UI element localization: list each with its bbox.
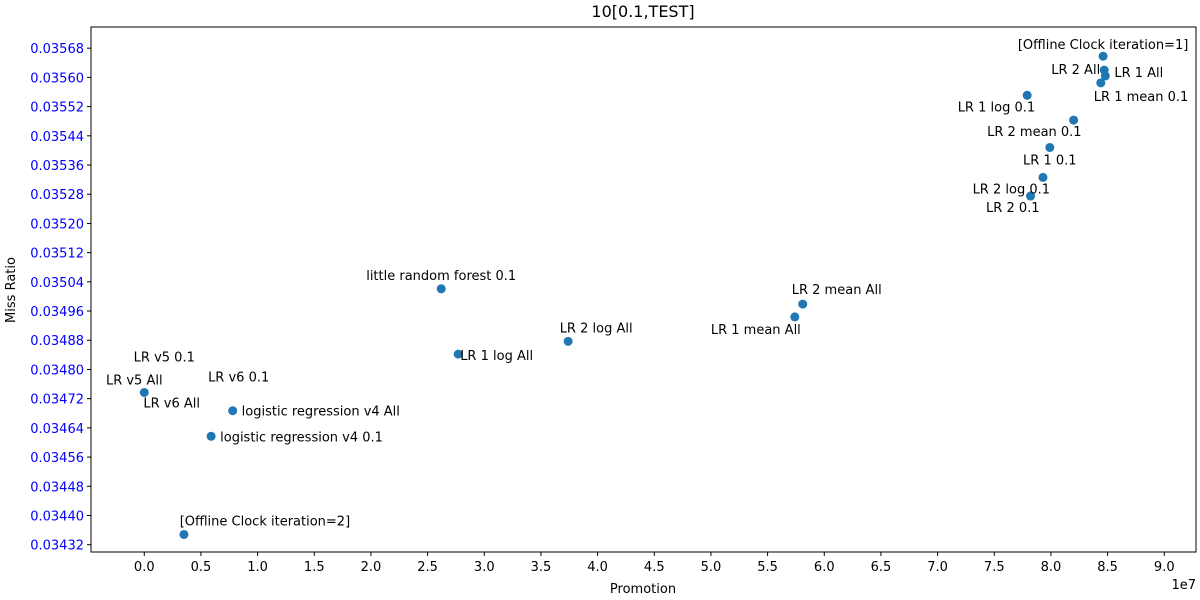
point-label: [Offline Clock iteration=1] bbox=[1018, 38, 1188, 53]
y-tick-label: 0.03568 bbox=[30, 42, 84, 57]
y-tick-label: 0.03496 bbox=[30, 305, 84, 320]
point-label: LR 2 mean 0.1 bbox=[987, 125, 1082, 140]
point-label: LR v6 All bbox=[143, 397, 200, 412]
y-tick-label: 0.03472 bbox=[30, 393, 84, 408]
y-tick-label: 0.03464 bbox=[30, 422, 84, 437]
x-tick-label: 2.5 bbox=[417, 560, 438, 575]
scatter-point bbox=[1045, 142, 1055, 152]
x-tick-label: 7.0 bbox=[927, 560, 948, 575]
x-tick-label: 0.5 bbox=[191, 560, 212, 575]
y-tick-label: 0.03528 bbox=[30, 188, 84, 203]
x-tick-label: 0.0 bbox=[134, 560, 155, 575]
y-tick-label: 0.03512 bbox=[30, 247, 84, 262]
point-label: LR v6 0.1 bbox=[208, 371, 269, 386]
point-label: LR v5 0.1 bbox=[134, 350, 195, 365]
data-points bbox=[139, 51, 1110, 539]
scatter-point bbox=[790, 312, 800, 322]
y-tick-label: 0.03448 bbox=[30, 480, 84, 495]
point-label: LR 1 All bbox=[1114, 66, 1163, 81]
scatter-point bbox=[139, 387, 149, 397]
point-label: LR 2 log 0.1 bbox=[973, 182, 1050, 197]
x-tick-label: 6.0 bbox=[814, 560, 835, 575]
scatter-point bbox=[453, 349, 463, 359]
x-axis-offset-label: 1e7 bbox=[1171, 578, 1196, 593]
point-label: LR 1 0.1 bbox=[1023, 153, 1077, 168]
x-tick-label: 3.0 bbox=[474, 560, 495, 575]
point-label: LR 2 mean All bbox=[792, 283, 882, 298]
x-tick-label: 3.5 bbox=[531, 560, 552, 575]
x-tick-label: 4.5 bbox=[644, 560, 665, 575]
scatter-point bbox=[1096, 78, 1106, 88]
y-tick-label: 0.03456 bbox=[30, 451, 84, 466]
point-label: LR 2 0.1 bbox=[986, 201, 1040, 216]
y-axis-title: Miss Ratio bbox=[4, 257, 19, 323]
scatter-point bbox=[1098, 51, 1108, 61]
point-label: LR 1 log 0.1 bbox=[958, 100, 1035, 115]
axes-frame bbox=[90, 26, 1197, 553]
scatter-point bbox=[228, 406, 238, 416]
y-tick-label: 0.03552 bbox=[30, 101, 84, 116]
x-tick-label: 8.0 bbox=[1041, 560, 1062, 575]
y-tick-label: 0.03536 bbox=[30, 159, 84, 174]
point-label: LR 2 All bbox=[1051, 63, 1100, 78]
point-label: LR 1 mean 0.1 bbox=[1094, 90, 1189, 105]
x-axis-ticks: 0.0 0.5 1.0 1.5 2.0 2.5 3.0 3.5 4.0 4.5 5.0 5.5 6.0 6… bbox=[134, 552, 1175, 575]
scatter-point bbox=[563, 336, 573, 346]
point-label: LR 1 log All bbox=[460, 349, 533, 364]
y-tick-label: 0.03440 bbox=[30, 509, 84, 524]
x-tick-label: 5.5 bbox=[757, 560, 778, 575]
y-tick-label: 0.03488 bbox=[30, 334, 84, 349]
y-tick-label: 0.03432 bbox=[30, 539, 84, 554]
point-label: logistic regression v4 All bbox=[242, 405, 400, 420]
y-tick-label: 0.03480 bbox=[30, 363, 84, 378]
x-tick-label: 4.0 bbox=[587, 560, 608, 575]
point-label: LR 2 log All bbox=[560, 321, 633, 336]
scatter-point bbox=[179, 529, 189, 539]
x-tick-label: 1.5 bbox=[304, 560, 325, 575]
scatter-point bbox=[1069, 115, 1079, 125]
y-tick-label: 0.03560 bbox=[30, 71, 84, 86]
scatter-point bbox=[1022, 90, 1032, 100]
x-axis-title: Promotion bbox=[610, 582, 676, 597]
x-tick-label: 7.5 bbox=[984, 560, 1005, 575]
scatter-point bbox=[1026, 191, 1036, 201]
y-tick-label: 0.03504 bbox=[30, 276, 84, 291]
x-tick-label: 2.0 bbox=[361, 560, 382, 575]
scatter-point bbox=[1038, 172, 1048, 182]
point-label: little random forest 0.1 bbox=[366, 269, 516, 284]
x-tick-label: 8.5 bbox=[1097, 560, 1118, 575]
x-tick-label: 6.5 bbox=[871, 560, 892, 575]
point-label: [Offline Clock iteration=2] bbox=[180, 514, 350, 529]
y-tick-label: 0.03544 bbox=[30, 130, 84, 145]
scatter-point bbox=[206, 431, 216, 441]
scatter-point bbox=[436, 284, 446, 294]
x-tick-label: 1.0 bbox=[247, 560, 268, 575]
y-tick-label: 0.03520 bbox=[30, 217, 84, 232]
x-tick-label: 9.0 bbox=[1154, 560, 1175, 575]
point-label: LR 1 mean All bbox=[711, 323, 801, 338]
y-axis-ticks: 0.03432 0.03440 0.03448 0.03456 0.03464 0.034… bbox=[30, 42, 91, 554]
point-label: logistic regression v4 0.1 bbox=[220, 430, 383, 445]
plot-area: 0.0 0.5 1.0 1.5 2.0 2.5 3.0 3.5 4.0 4.5 5.0 5.5 6.0 6… bbox=[30, 26, 1197, 575]
x-tick-label: 5.0 bbox=[701, 560, 722, 575]
chart-title: 10[0.1,TEST] bbox=[591, 2, 694, 21]
scatter-point bbox=[1100, 71, 1110, 81]
scatter-point bbox=[798, 299, 808, 309]
point-labels: [Offline Clock iteration=1] LR 2 All LR 1 … bbox=[106, 38, 1188, 529]
point-label: LR v5 All bbox=[106, 373, 163, 388]
